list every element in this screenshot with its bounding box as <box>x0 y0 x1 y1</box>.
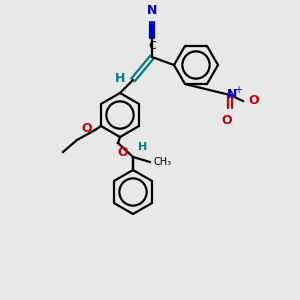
Text: O: O <box>117 146 128 159</box>
Text: +: + <box>234 85 242 95</box>
Text: H: H <box>115 71 125 85</box>
Text: -: - <box>255 93 259 103</box>
Text: N: N <box>147 4 157 17</box>
Text: C: C <box>148 41 156 51</box>
Text: CH₃: CH₃ <box>153 157 171 167</box>
Text: O: O <box>248 94 259 107</box>
Text: H: H <box>138 142 147 152</box>
Text: O: O <box>81 122 92 136</box>
Text: N: N <box>227 88 237 100</box>
Text: O: O <box>222 114 232 127</box>
